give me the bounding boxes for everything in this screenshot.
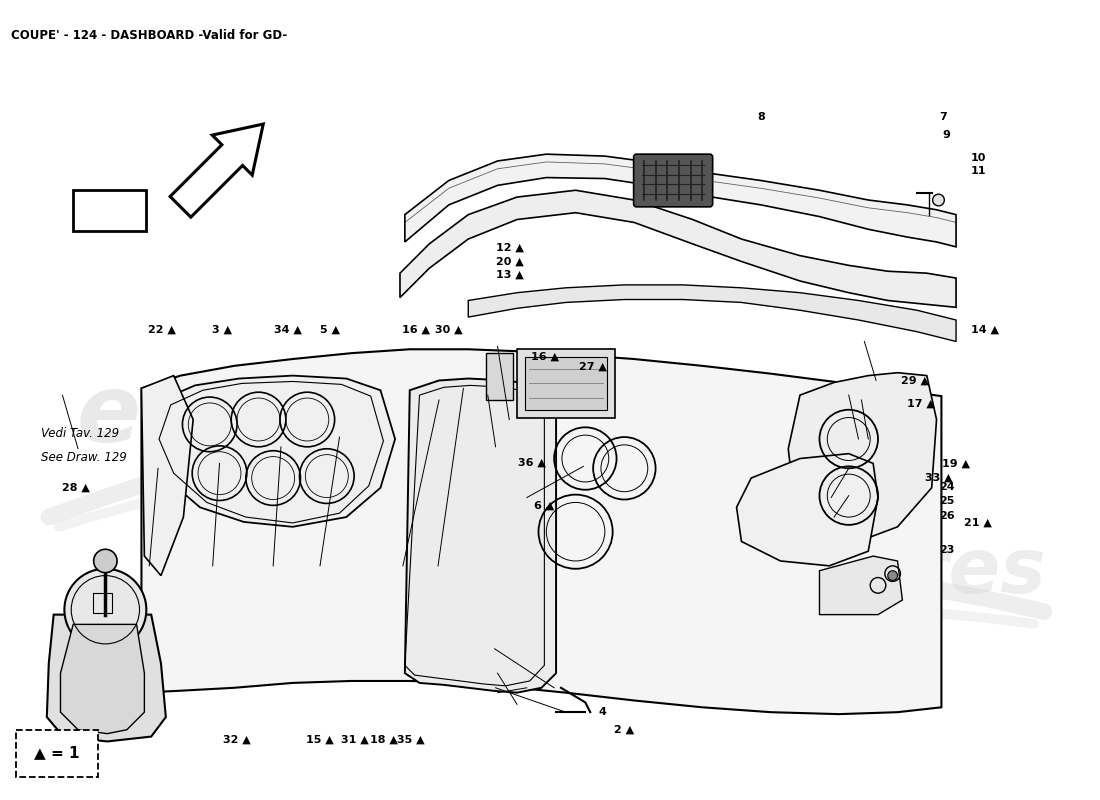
Text: 32 ▲: 32 ▲ <box>223 734 251 745</box>
Text: 27 ▲: 27 ▲ <box>580 362 607 371</box>
Circle shape <box>94 550 117 573</box>
Text: See Draw. 129: See Draw. 129 <box>41 450 126 464</box>
Polygon shape <box>405 378 557 693</box>
Text: 8: 8 <box>758 113 766 122</box>
Polygon shape <box>170 124 263 217</box>
Text: 28 ▲: 28 ▲ <box>63 482 90 493</box>
Polygon shape <box>469 285 956 342</box>
FancyBboxPatch shape <box>517 350 615 418</box>
Text: 13 ▲: 13 ▲ <box>496 270 524 280</box>
Text: 25: 25 <box>939 497 955 506</box>
Text: ▲ = 1: ▲ = 1 <box>34 746 79 761</box>
FancyBboxPatch shape <box>525 357 607 410</box>
Text: 30 ▲: 30 ▲ <box>434 325 462 334</box>
Text: 11: 11 <box>971 166 987 176</box>
Text: 2 ▲: 2 ▲ <box>614 724 634 734</box>
Text: 19 ▲: 19 ▲ <box>943 459 970 469</box>
Text: 35 ▲: 35 ▲ <box>397 734 425 745</box>
Text: 14 ▲: 14 ▲ <box>971 325 999 334</box>
Polygon shape <box>400 190 956 307</box>
FancyBboxPatch shape <box>486 353 513 400</box>
Polygon shape <box>151 376 395 527</box>
Polygon shape <box>737 454 878 566</box>
Text: 18 ▲: 18 ▲ <box>371 734 398 745</box>
Text: 16 ▲: 16 ▲ <box>531 352 559 362</box>
Text: 12 ▲: 12 ▲ <box>496 243 524 253</box>
Text: 34 ▲: 34 ▲ <box>274 325 301 334</box>
Text: 16 ▲: 16 ▲ <box>403 325 430 334</box>
Circle shape <box>888 570 898 581</box>
Text: 5 ▲: 5 ▲ <box>320 325 340 334</box>
Text: 26: 26 <box>939 510 955 521</box>
Text: 22 ▲: 22 ▲ <box>148 325 176 334</box>
Text: 36 ▲: 36 ▲ <box>518 458 547 467</box>
Circle shape <box>933 194 944 206</box>
Text: 23: 23 <box>939 545 955 555</box>
Text: 20 ▲: 20 ▲ <box>496 257 524 267</box>
Text: 9: 9 <box>943 130 950 140</box>
Text: 21 ▲: 21 ▲ <box>964 518 991 527</box>
Text: 4: 4 <box>598 707 607 717</box>
FancyBboxPatch shape <box>74 190 146 231</box>
Polygon shape <box>60 624 144 734</box>
Text: eurospares: eurospares <box>77 370 674 462</box>
Text: 17 ▲: 17 ▲ <box>906 399 935 409</box>
Polygon shape <box>47 614 166 742</box>
Text: 7: 7 <box>939 113 947 122</box>
Polygon shape <box>405 154 956 247</box>
Polygon shape <box>820 556 902 614</box>
Text: Vedi Tav. 129: Vedi Tav. 129 <box>41 427 119 440</box>
Text: 24: 24 <box>939 482 955 493</box>
Text: 29 ▲: 29 ▲ <box>901 375 930 386</box>
Circle shape <box>65 569 146 650</box>
FancyBboxPatch shape <box>634 154 713 207</box>
Text: 10: 10 <box>971 153 987 163</box>
Polygon shape <box>142 376 194 576</box>
Text: 15 ▲: 15 ▲ <box>306 734 333 745</box>
Text: COUPE' - 124 - DASHBOARD -Valid for GD-: COUPE' - 124 - DASHBOARD -Valid for GD- <box>11 30 287 42</box>
Text: 33 ▲: 33 ▲ <box>925 473 953 483</box>
Polygon shape <box>142 350 942 714</box>
Text: 3 ▲: 3 ▲ <box>212 325 232 334</box>
Text: 31 ▲: 31 ▲ <box>341 734 368 745</box>
Text: eurospares: eurospares <box>563 534 1046 609</box>
Text: 6 ▲: 6 ▲ <box>535 500 554 510</box>
Polygon shape <box>789 373 936 542</box>
FancyBboxPatch shape <box>15 730 98 777</box>
